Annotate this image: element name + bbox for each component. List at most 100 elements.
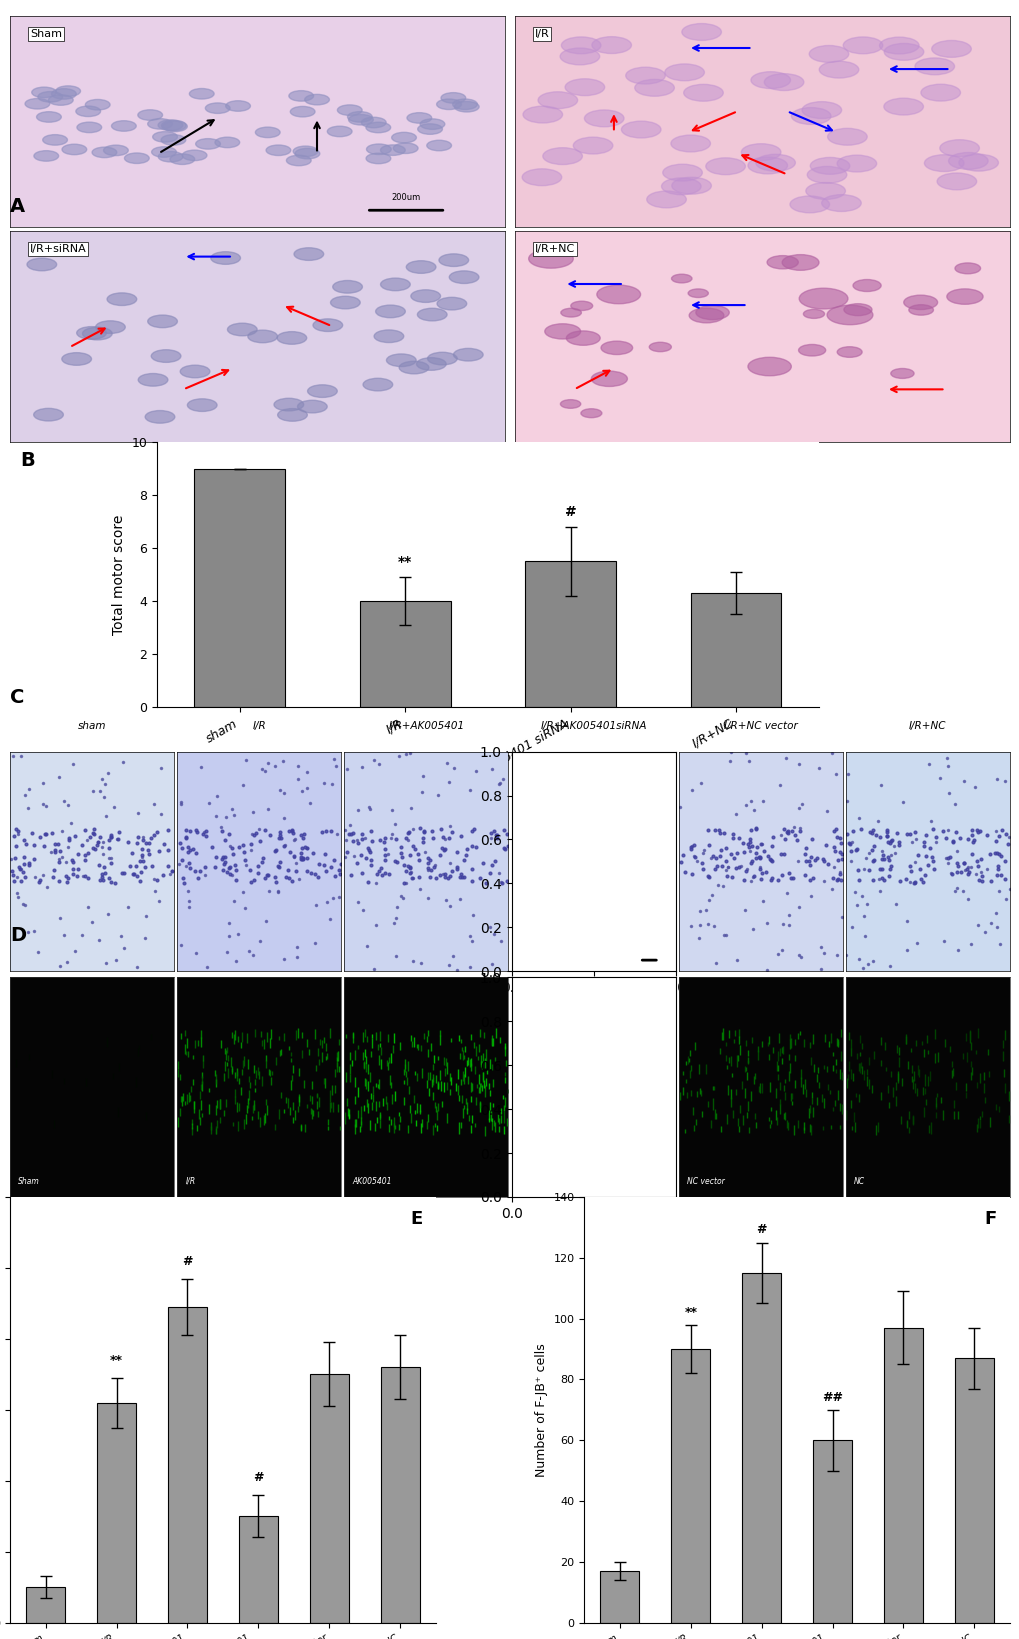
Circle shape — [805, 182, 845, 200]
Text: #: # — [182, 1255, 193, 1269]
Circle shape — [522, 169, 561, 185]
Circle shape — [298, 400, 327, 413]
Circle shape — [418, 125, 442, 134]
Text: **: ** — [110, 1354, 123, 1367]
Circle shape — [56, 85, 81, 97]
Circle shape — [438, 254, 468, 267]
Text: AK005401: AK005401 — [353, 1177, 391, 1187]
Circle shape — [86, 100, 110, 110]
Circle shape — [138, 374, 168, 387]
Circle shape — [374, 329, 404, 343]
Circle shape — [755, 154, 795, 170]
Circle shape — [104, 146, 128, 156]
Text: sham: sham — [77, 721, 106, 731]
Circle shape — [411, 290, 440, 303]
Circle shape — [664, 64, 704, 80]
Circle shape — [671, 134, 710, 152]
Circle shape — [211, 252, 240, 264]
Circle shape — [560, 38, 600, 54]
Circle shape — [332, 280, 362, 293]
Circle shape — [380, 279, 410, 290]
Circle shape — [361, 118, 386, 128]
Circle shape — [158, 120, 182, 131]
Circle shape — [798, 344, 825, 356]
Text: #: # — [253, 1472, 263, 1485]
Text: 200um: 200um — [391, 193, 420, 202]
Circle shape — [938, 139, 978, 157]
Circle shape — [843, 303, 871, 316]
Circle shape — [806, 167, 846, 184]
Circle shape — [634, 79, 674, 97]
Circle shape — [248, 329, 277, 343]
Circle shape — [741, 144, 781, 161]
Circle shape — [393, 143, 418, 154]
Circle shape — [821, 195, 860, 211]
Circle shape — [544, 325, 580, 339]
Circle shape — [277, 331, 307, 344]
Text: I/R+NC: I/R+NC — [908, 721, 946, 731]
Circle shape — [453, 102, 479, 111]
Circle shape — [958, 154, 998, 170]
Circle shape — [695, 305, 729, 320]
Circle shape — [161, 134, 185, 146]
Text: ##: ## — [821, 1392, 843, 1403]
Circle shape — [380, 144, 405, 156]
Bar — [168, 1306, 207, 1623]
Text: D: D — [10, 926, 26, 946]
Circle shape — [566, 331, 599, 346]
Circle shape — [375, 305, 405, 318]
Circle shape — [591, 370, 627, 387]
Circle shape — [559, 48, 599, 66]
Circle shape — [76, 121, 102, 133]
Circle shape — [883, 44, 923, 61]
Circle shape — [215, 138, 239, 148]
Circle shape — [124, 152, 149, 164]
Circle shape — [523, 107, 562, 123]
Circle shape — [366, 123, 390, 133]
Circle shape — [672, 177, 710, 193]
Circle shape — [205, 103, 230, 113]
Circle shape — [801, 102, 841, 118]
Circle shape — [646, 192, 686, 208]
Circle shape — [34, 151, 58, 161]
Circle shape — [883, 98, 922, 115]
Text: **: ** — [397, 556, 412, 569]
Circle shape — [600, 341, 632, 354]
Circle shape — [908, 305, 932, 315]
Circle shape — [170, 154, 195, 164]
Text: NC vector: NC vector — [687, 1177, 725, 1187]
Circle shape — [153, 131, 177, 143]
Circle shape — [34, 408, 63, 421]
Text: #: # — [756, 1223, 766, 1236]
Circle shape — [363, 379, 392, 392]
Circle shape — [294, 149, 320, 159]
Circle shape — [313, 320, 342, 331]
Circle shape — [138, 110, 162, 120]
Bar — [97, 1403, 136, 1623]
Bar — [671, 1349, 709, 1623]
Circle shape — [948, 152, 987, 169]
Bar — [600, 1570, 639, 1623]
Circle shape — [290, 107, 315, 116]
Circle shape — [366, 144, 391, 154]
Circle shape — [920, 84, 960, 102]
Bar — [742, 1274, 781, 1623]
Text: Sham: Sham — [30, 30, 62, 39]
Circle shape — [227, 323, 257, 336]
Circle shape — [348, 115, 373, 125]
Circle shape — [808, 46, 848, 62]
Circle shape — [37, 111, 61, 123]
Circle shape — [417, 308, 446, 321]
Circle shape — [190, 89, 214, 98]
Circle shape — [347, 111, 372, 123]
Circle shape — [274, 398, 304, 411]
Text: #: # — [565, 505, 576, 520]
Circle shape — [671, 274, 691, 284]
Text: B: B — [20, 451, 35, 470]
Circle shape — [180, 365, 210, 379]
Text: I/R+AK005401siRNA: I/R+AK005401siRNA — [540, 721, 646, 731]
Circle shape — [406, 261, 435, 274]
Circle shape — [452, 98, 477, 110]
Circle shape — [391, 133, 416, 143]
Circle shape — [38, 92, 62, 102]
